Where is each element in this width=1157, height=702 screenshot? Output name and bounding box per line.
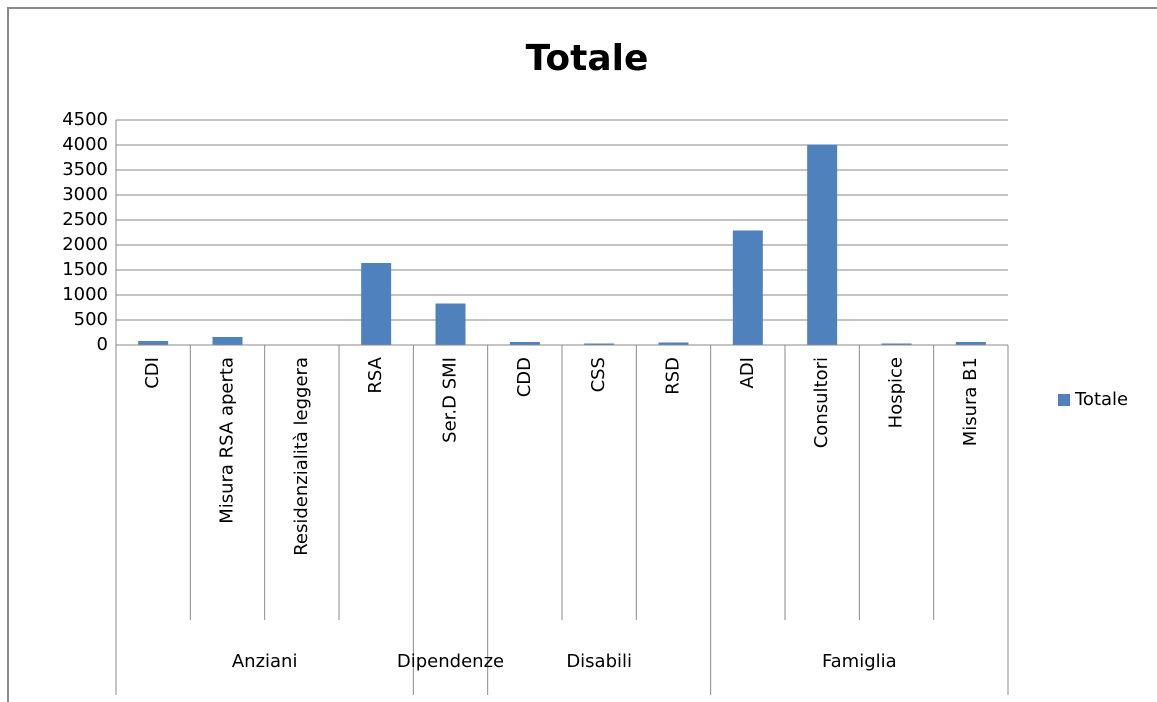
bar [138,341,169,345]
x-tick-label: Ser.D SMI [440,357,461,443]
y-tick-label: 2500 [62,209,108,230]
y-tick-label: 500 [74,309,108,330]
x-tick-label: CDI [142,357,163,389]
legend-swatch [1058,394,1070,406]
x-tick-label: RSA [365,356,386,393]
x-tick-label: ADI [737,357,758,388]
x-tick-label: Misura B1 [960,357,981,446]
group-label: Dipendenze [397,651,504,672]
bar [732,230,763,345]
bar [361,263,392,345]
y-tick-label: 4500 [62,109,108,130]
y-tick-label: 1000 [62,284,108,305]
group-label: Famiglia [822,651,897,672]
bar [584,343,615,345]
y-tick-label: 3000 [62,184,108,205]
y-tick-label: 4000 [62,134,108,155]
y-tick-label: 1500 [62,259,108,280]
x-tick-label: Misura RSA aperta [217,357,238,524]
x-tick-label: CSS [588,357,609,392]
y-tick-label: 0 [97,334,108,355]
chart-frame [7,7,1157,702]
bar [435,303,466,345]
x-tick-label: Hospice [886,357,907,428]
x-tick-label: RSD [663,357,684,395]
y-tick-label: 2000 [62,234,108,255]
y-tick-label: 3500 [62,159,108,180]
bar [509,342,540,345]
group-label: Disabili [566,651,632,672]
bar [881,343,912,345]
legend-label: Totale [1074,389,1128,410]
group-label: Anziani [232,651,298,672]
bar [955,342,986,345]
x-tick-label: Consultori [811,357,832,448]
x-tick-label: CDD [514,357,535,397]
x-tick-label: Residenzialità leggera [291,357,312,556]
bar [212,337,243,345]
bar [807,144,838,345]
chart-title: Totale [526,38,649,79]
bar [658,342,689,345]
